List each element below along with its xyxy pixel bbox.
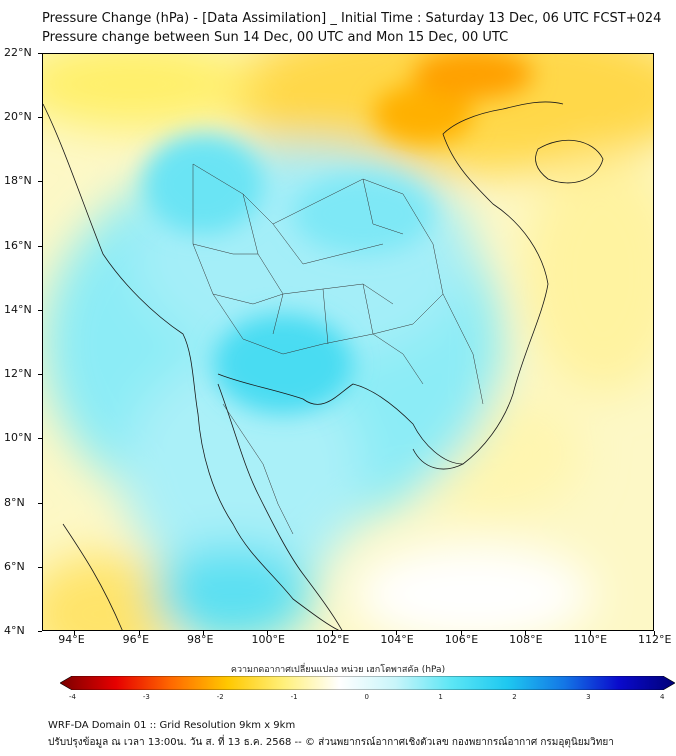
lat-tick <box>38 181 42 183</box>
lat-label: 4°N <box>4 624 25 637</box>
lon-label: 102°E <box>315 633 350 646</box>
colorbar-tick-label: -3 <box>142 693 150 701</box>
lon-label: 112°E <box>638 633 672 646</box>
colorbar <box>60 676 675 690</box>
lat-tick <box>38 117 42 119</box>
lon-tick <box>331 631 333 635</box>
lon-label: 100°E <box>251 633 285 646</box>
colorbar-tick-label: 3 <box>586 693 591 701</box>
lon-label: 94°E <box>58 633 85 646</box>
lat-label: 14°N <box>4 302 32 316</box>
colorbar-tick-label: -4 <box>69 693 76 701</box>
lat-label: 18°N <box>4 174 32 188</box>
lat-label: 10°N <box>4 431 32 445</box>
lon-label: 108°E <box>509 633 543 646</box>
lat-label: 22°N <box>4 46 32 59</box>
coastlines <box>43 101 604 630</box>
lon-tick <box>654 631 655 635</box>
lat-tick <box>38 502 42 504</box>
lat-tick <box>38 53 42 54</box>
colorbar-label: ความกดอากาศเปลี่ยนแปลง หน่วย เฮกโตพาสคัล… <box>230 665 446 675</box>
lon-label: 110°E <box>573 633 608 646</box>
chart-subtitle: Pressure change between Sun 14 Dec, 00 U… <box>42 30 509 45</box>
chart-title: Pressure Change (hPa) - [Data Assimilati… <box>42 11 662 26</box>
lon-label: 98°E <box>187 633 214 646</box>
colorbar-tick-label: 2 <box>512 693 517 701</box>
lon-tick <box>138 631 140 635</box>
lat-tick <box>38 631 42 632</box>
lon-label: 106°E <box>444 633 479 646</box>
colorbar-tick-label: -2 <box>216 693 224 701</box>
lon-tick <box>460 631 462 635</box>
lat-label: 12°N <box>4 367 32 381</box>
lat-label: 6°N <box>4 559 25 573</box>
lat-tick <box>38 374 42 376</box>
colorbar-tick-label: 1 <box>438 693 443 701</box>
lon-tick <box>74 631 76 635</box>
lon-tick <box>203 631 205 635</box>
lon-tick <box>589 631 591 635</box>
lat-tick <box>38 438 42 440</box>
lon-tick <box>525 631 527 635</box>
lon-tick <box>396 631 398 635</box>
lat-tick <box>38 245 42 247</box>
model-info: WRF-DA Domain 01 :: Grid Resolution 9km … <box>48 720 296 731</box>
lon-tick <box>267 631 269 635</box>
colorbar-tick-label: 0 <box>364 693 369 701</box>
pressure-change-map[interactable] <box>42 53 654 631</box>
lon-label: 104°E <box>380 633 414 646</box>
lat-tick <box>38 566 42 568</box>
lon-label: 96°E <box>122 633 150 646</box>
colorbar-tick-label: 4 <box>660 693 665 701</box>
update-info: ปรับปรุงข้อมูล ณ เวลา 13:00น. วัน ส. ที่… <box>48 737 614 748</box>
lat-label: 16°N <box>4 238 32 252</box>
provincial-borders <box>192 163 484 535</box>
lat-tick <box>38 309 42 311</box>
lat-label: 8°N <box>4 495 25 509</box>
colorbar-tick-label: -1 <box>290 693 298 701</box>
lat-label: 20°N <box>4 110 32 124</box>
